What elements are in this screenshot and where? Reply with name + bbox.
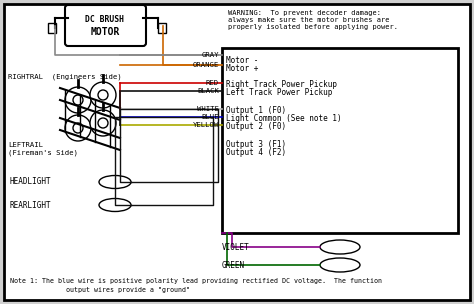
Circle shape — [73, 95, 83, 105]
Circle shape — [90, 82, 116, 108]
Ellipse shape — [320, 240, 360, 254]
Text: BLUE: BLUE — [201, 114, 219, 120]
Text: Note 1: The blue wire is positive polarity lead providing rectified DC voltage. : Note 1: The blue wire is positive polari… — [10, 278, 382, 284]
Text: (Fireman's Side): (Fireman's Side) — [8, 150, 78, 157]
FancyBboxPatch shape — [158, 23, 166, 33]
Text: Motor +: Motor + — [226, 64, 258, 73]
Text: ORANGE: ORANGE — [193, 62, 219, 68]
Ellipse shape — [99, 199, 131, 212]
Text: WARNING:  To prevent decoder damage:
always make sure the motor brushes are
prop: WARNING: To prevent decoder damage: alwa… — [228, 10, 398, 30]
Text: LEFTRAIL: LEFTRAIL — [8, 142, 43, 148]
Text: BLACK: BLACK — [197, 88, 219, 94]
Text: Output 3 (F1): Output 3 (F1) — [226, 140, 286, 149]
FancyBboxPatch shape — [4, 4, 470, 300]
Ellipse shape — [320, 258, 360, 272]
Text: RED: RED — [206, 80, 219, 86]
FancyBboxPatch shape — [65, 5, 146, 46]
FancyBboxPatch shape — [222, 48, 458, 233]
Text: VIOLET: VIOLET — [222, 243, 250, 251]
Circle shape — [98, 90, 108, 100]
Text: GRAY: GRAY — [201, 52, 219, 58]
Circle shape — [98, 118, 108, 128]
Text: HEADLIGHT: HEADLIGHT — [10, 178, 52, 186]
Circle shape — [65, 115, 91, 141]
Text: output wires provide a "ground": output wires provide a "ground" — [10, 287, 190, 293]
Text: Output 2 (F0): Output 2 (F0) — [226, 122, 286, 131]
Circle shape — [90, 110, 116, 136]
Text: MOTOR: MOTOR — [91, 27, 120, 37]
Circle shape — [65, 87, 91, 113]
Circle shape — [73, 123, 83, 133]
FancyBboxPatch shape — [48, 23, 56, 33]
Text: Right Track Power Pickup: Right Track Power Pickup — [226, 80, 337, 89]
Ellipse shape — [99, 175, 131, 188]
Text: Output 4 (F2): Output 4 (F2) — [226, 148, 286, 157]
Text: DC BRUSH: DC BRUSH — [85, 16, 125, 25]
Text: REARLIGHT: REARLIGHT — [10, 201, 52, 209]
Text: YELLOW: YELLOW — [193, 122, 219, 128]
Text: Light Common (See note 1): Light Common (See note 1) — [226, 114, 342, 123]
Text: GREEN: GREEN — [222, 261, 245, 270]
Text: RIGHTRAL  (Engineers Side): RIGHTRAL (Engineers Side) — [8, 73, 122, 80]
Text: Motor -: Motor - — [226, 56, 258, 65]
Text: Output 1 (F0): Output 1 (F0) — [226, 106, 286, 115]
Text: Left Track Power Pickup: Left Track Power Pickup — [226, 88, 332, 97]
Text: WHITE: WHITE — [197, 106, 219, 112]
